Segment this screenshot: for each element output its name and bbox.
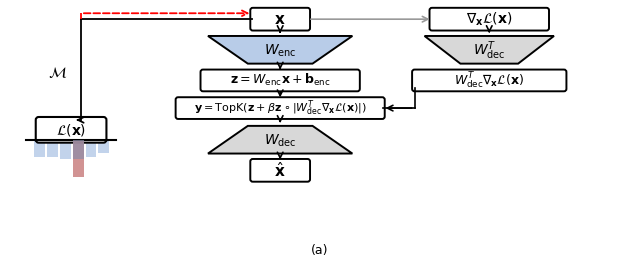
FancyBboxPatch shape xyxy=(429,8,549,30)
Bar xyxy=(72,140,84,159)
Text: $W_\mathrm{enc}$: $W_\mathrm{enc}$ xyxy=(264,43,296,59)
FancyBboxPatch shape xyxy=(200,70,360,91)
Text: $\mathbf{x}$: $\mathbf{x}$ xyxy=(275,12,286,27)
Text: $W_\mathrm{dec}$: $W_\mathrm{dec}$ xyxy=(264,133,296,149)
Text: (a): (a) xyxy=(311,244,329,257)
Polygon shape xyxy=(208,126,353,154)
Bar xyxy=(86,140,97,158)
Text: $\nabla_\mathbf{x}\mathcal{L}(\mathbf{x})$: $\nabla_\mathbf{x}\mathcal{L}(\mathbf{x}… xyxy=(466,10,513,28)
FancyBboxPatch shape xyxy=(175,97,385,119)
Bar xyxy=(34,140,45,158)
Bar xyxy=(99,140,109,153)
Text: $W_\mathrm{dec}^T$: $W_\mathrm{dec}^T$ xyxy=(473,40,506,62)
FancyBboxPatch shape xyxy=(250,159,310,182)
Bar xyxy=(47,140,58,158)
Polygon shape xyxy=(424,36,554,64)
Text: $\mathcal{L}(\mathbf{x})$: $\mathcal{L}(\mathbf{x})$ xyxy=(56,122,86,138)
Text: $W_\mathrm{dec}^T \nabla_\mathbf{x}\mathcal{L}(\mathbf{x})$: $W_\mathrm{dec}^T \nabla_\mathbf{x}\math… xyxy=(454,70,524,90)
Bar xyxy=(72,140,84,177)
Text: $\mathcal{M}$: $\mathcal{M}$ xyxy=(47,65,67,80)
Text: $\hat{\mathbf{x}}$: $\hat{\mathbf{x}}$ xyxy=(275,161,286,180)
Bar xyxy=(72,140,84,159)
FancyBboxPatch shape xyxy=(412,70,566,91)
FancyBboxPatch shape xyxy=(36,117,106,143)
Polygon shape xyxy=(208,36,353,64)
Text: $\mathbf{z} = W_\mathrm{enc}\mathbf{x} + \mathbf{b}_\mathrm{enc}$: $\mathbf{z} = W_\mathrm{enc}\mathbf{x} +… xyxy=(230,72,330,88)
Text: $\mathbf{y} = \mathrm{TopK}(\mathbf{z} + \beta\mathbf{z} \circ |W_\mathrm{dec}^T: $\mathbf{y} = \mathrm{TopK}(\mathbf{z} +… xyxy=(194,98,367,118)
FancyBboxPatch shape xyxy=(250,8,310,30)
Bar xyxy=(60,140,70,159)
